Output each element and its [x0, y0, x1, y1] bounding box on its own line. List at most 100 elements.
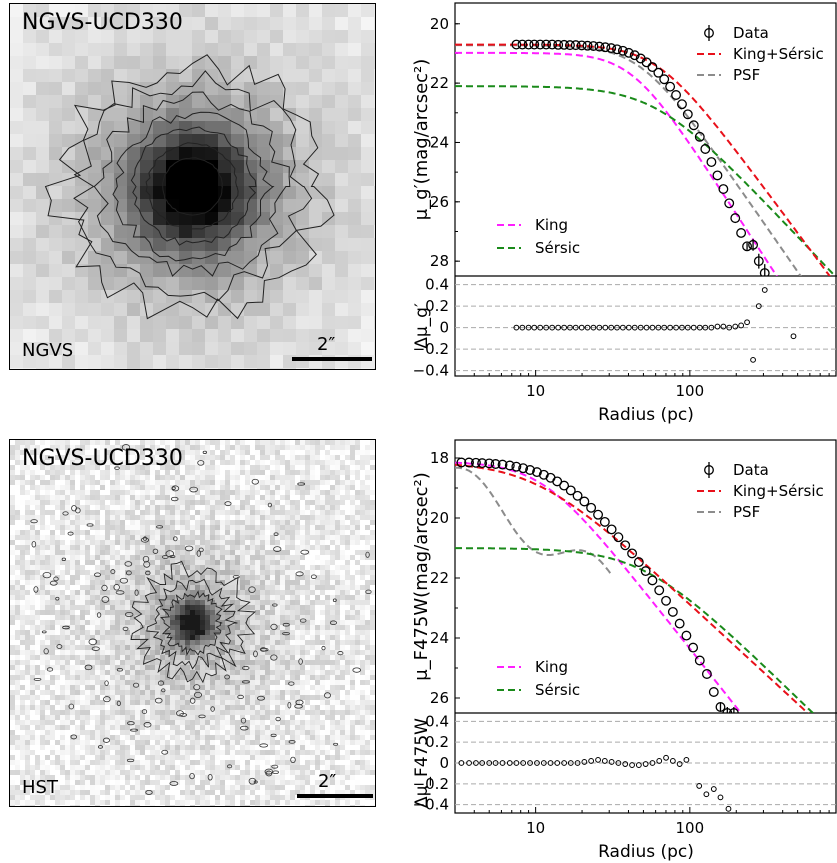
legend-label: Data: [733, 461, 769, 479]
scale-bar: [297, 794, 373, 798]
data-point: [688, 642, 699, 653]
data-point: [576, 40, 587, 51]
data-point: [525, 465, 535, 475]
data-points: [511, 39, 770, 276]
resid-point: [602, 324, 609, 331]
resid-point: [761, 287, 768, 293]
data-point: [572, 490, 583, 501]
data-point: [667, 606, 678, 617]
data-point: [724, 198, 735, 209]
plot-frame: [454, 439, 837, 814]
hst-image: [10, 440, 375, 806]
data-point: [594, 41, 605, 52]
data-point: [559, 480, 570, 491]
data-point: [742, 241, 753, 252]
data-point: [606, 43, 617, 54]
y-tick-label: 28: [430, 252, 449, 270]
data-point: [671, 90, 682, 100]
sersic-curve: [455, 547, 815, 713]
y-tick-label: 24: [430, 133, 449, 151]
resid-point: [479, 760, 486, 766]
resid-point: [696, 783, 703, 789]
data-point: [708, 687, 719, 697]
data-point: [511, 39, 522, 50]
resid-tick-label: 0.2: [425, 297, 449, 315]
resid-point: [537, 324, 544, 331]
data-point: [559, 39, 570, 50]
resid-point: [714, 323, 721, 330]
y-tick-label: 24: [430, 629, 449, 647]
resid-point: [696, 324, 703, 331]
data-point: [504, 460, 515, 471]
data-point: [694, 655, 705, 666]
data-point: [647, 62, 658, 73]
legend-label: King+Sérsic: [733, 482, 824, 500]
data-point: [617, 45, 628, 56]
legend-label: King+Sérsic: [733, 45, 824, 63]
resid-point: [649, 324, 656, 331]
data-point: [730, 213, 741, 224]
x-axis-label: Radius (pc): [598, 842, 694, 862]
resid-point: [578, 324, 585, 331]
king-curve: [455, 51, 778, 276]
ngvs-image-panel: NGVS-UCD330 NGVS 2″: [9, 3, 376, 370]
resid-point: [717, 794, 724, 801]
data-point: [553, 39, 564, 50]
resid-point: [466, 760, 472, 766]
legend-label: Data: [733, 24, 769, 42]
data-point: [477, 458, 488, 469]
data-point: [640, 566, 651, 577]
resid-point: [676, 761, 683, 767]
resid-point: [492, 760, 499, 766]
data-point: [599, 516, 610, 527]
data-point: [456, 457, 467, 468]
resid-point: [732, 323, 739, 330]
data-point: [748, 239, 759, 250]
legend-label: Sérsic: [535, 681, 580, 699]
ngvs-image: [10, 4, 375, 369]
data-point: [470, 457, 481, 468]
y-axis-label: μ_g′(mag/arcsec²): [411, 59, 432, 221]
data-point: [641, 57, 652, 68]
data-point: [633, 557, 644, 568]
resid-point: [596, 324, 603, 331]
resid-point: [595, 756, 601, 763]
resid-point: [614, 324, 620, 331]
king-curve: [455, 461, 743, 713]
resid-point: [655, 324, 662, 331]
resid-point: [683, 756, 690, 763]
resid-point: [513, 760, 520, 766]
data-point: [532, 467, 542, 478]
king-sersic-curve: [455, 463, 810, 713]
resid-point: [637, 324, 644, 331]
legend-marker: [704, 28, 714, 38]
resid-point: [656, 758, 663, 764]
data-point: [700, 144, 711, 154]
resid-point: [629, 762, 635, 768]
resid-point: [738, 322, 745, 329]
data-point: [588, 41, 599, 51]
resid-point: [642, 761, 649, 767]
resid-point: [755, 303, 762, 310]
resid-point: [710, 786, 717, 792]
legend-label: Sérsic: [535, 239, 580, 257]
image-title: NGVS-UCD330: [22, 10, 183, 35]
curves: [455, 43, 837, 276]
resid-point: [673, 324, 679, 331]
resid-point: [608, 324, 615, 331]
legend-label: PSF: [733, 503, 760, 521]
data-point: [688, 120, 699, 131]
data-point: [701, 669, 712, 679]
resid-tick-label: 0.4: [425, 276, 449, 294]
resid-point: [588, 758, 595, 764]
data-point: [529, 39, 540, 50]
data-point: [565, 40, 575, 51]
data-point: [753, 256, 764, 267]
resid-point: [684, 324, 691, 331]
legend-label: PSF: [733, 66, 760, 84]
resid-tick-label: 0.4: [425, 712, 449, 730]
data-point: [613, 532, 624, 543]
data-points: [456, 457, 739, 713]
x-tick-label: 10: [526, 382, 545, 400]
resid-point: [581, 759, 588, 765]
